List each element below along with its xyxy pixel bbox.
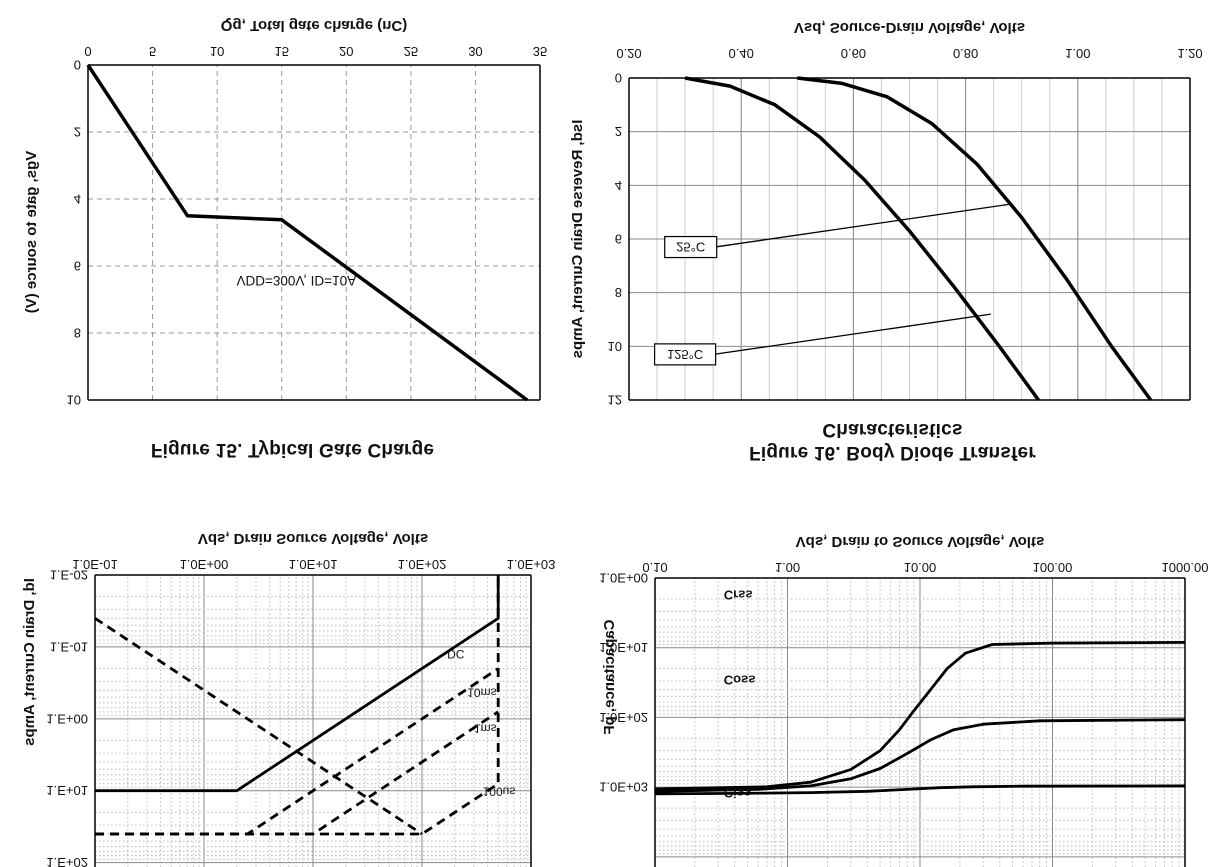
svg-text:0.10: 0.10 [642, 560, 667, 575]
svg-text:1.0E+01: 1.0E+01 [600, 640, 648, 655]
figure-16-caption-line-1: Figure 16. Body Diode Transfer [749, 442, 1036, 463]
svg-text:100.00: 100.00 [1033, 560, 1073, 575]
svg-text:4: 4 [615, 178, 622, 193]
soa-chart: 1.0E-01 1.0E+00 1.0E+01 1.0E+02 1.0E+03 1.E-0… [20, 517, 565, 867]
svg-text:1.E+02: 1.E+02 [46, 855, 88, 867]
diode-tick-labels: 0.20 0.40 0.60 0.80 1.00 1.20 0 2 4 6 8 10 12 [608, 46, 1203, 407]
gate-x-axis-title: Qg, Total gate charge (nC) [221, 17, 407, 34]
svg-text:1.0E+00: 1.0E+00 [600, 570, 648, 585]
svg-text:20: 20 [339, 44, 353, 59]
cap-x-axis-title: Vds, Drain to Source Voltage, Volts [796, 533, 1045, 550]
svg-text:1.E+01: 1.E+01 [46, 783, 88, 798]
cap-series-Ciss [654, 784, 1186, 796]
svg-text:4: 4 [74, 191, 81, 206]
gate-series-gate-charge-typ [86, 64, 529, 402]
svg-text:0.20: 0.20 [616, 46, 641, 61]
figure-16-caption-line-2: Characteristics [822, 419, 963, 440]
label-leader-line [714, 203, 1011, 248]
cap-tick-labels: 0.10 1.00 10.00 100.00 1000.00 1.0E+00 1.0E+01… [600, 560, 1209, 795]
gate-charge-chart: 0 5 10 15 20 25 30 35 0 2 4 6 8 10 Qg, Total gate char… [20, 0, 565, 472]
soa-series-rdson-limit [94, 617, 423, 836]
svg-text:35: 35 [533, 44, 547, 59]
body-diode-chart: 0.20 0.40 0.60 0.80 1.00 1.20 0 2 4 6 8 10 12 Vsd, So… [570, 0, 1215, 472]
svg-text:1.0E-01: 1.0E-01 [72, 557, 118, 572]
curve-label-box [664, 235, 718, 259]
soa-tick-labels: 1.0E-01 1.0E+00 1.0E+01 1.0E+02 1.0E+03 1.E-0… [46, 557, 555, 867]
chart-annotation: 10ms [467, 686, 496, 700]
svg-text:1.E-01: 1.E-01 [50, 639, 88, 654]
svg-text:15: 15 [274, 44, 288, 59]
svg-text:1.E-02: 1.E-02 [50, 567, 88, 582]
svg-text:1.0E+02: 1.0E+02 [398, 557, 447, 572]
svg-text:1000.00: 1000.00 [1162, 560, 1209, 575]
svg-text:1.0E+02: 1.0E+02 [600, 710, 648, 725]
svg-text:0.60: 0.60 [841, 46, 866, 61]
svg-text:8: 8 [615, 285, 622, 300]
gate-tick-labels: 0 5 10 15 20 25 30 35 0 2 4 6 8 10 [67, 44, 548, 407]
label-leader-line [713, 313, 991, 356]
svg-text:0: 0 [84, 44, 91, 59]
soa-x-axis-title: Vds, Drain Source Voltage, Volts [198, 530, 428, 547]
chart-annotation: VDD=300V, ID=10A [237, 273, 357, 288]
diode-series-25°C [797, 76, 1153, 402]
svg-text:2: 2 [74, 124, 81, 139]
svg-text:6: 6 [74, 258, 81, 273]
svg-text:30: 30 [468, 44, 482, 59]
cap-y-axis-title: Capacitance, pF [601, 619, 618, 734]
svg-text:1.0E+01: 1.0E+01 [289, 557, 338, 572]
gate-plot-svg: 0 5 10 15 20 25 30 35 0 2 4 6 8 10 Qg, Total gate char… [23, 17, 548, 407]
soa-grid [94, 574, 532, 867]
chart-annotation: 1ms [474, 722, 497, 736]
svg-text:25: 25 [404, 44, 418, 59]
svg-text:2: 2 [615, 124, 622, 139]
diode-series-125°C [684, 76, 1040, 402]
cap-grid [654, 577, 1186, 867]
cap-series-Crss [654, 641, 1186, 791]
svg-text:0.80: 0.80 [953, 46, 978, 61]
curve-label-box [653, 343, 717, 366]
chart-annotation: 100us [483, 784, 516, 798]
soa-y-axis-title: Id, Drain Current, Amps [21, 578, 38, 746]
svg-text:0.40: 0.40 [729, 46, 754, 61]
svg-text:1.0E+00: 1.0E+00 [180, 557, 229, 572]
svg-text:5: 5 [149, 44, 156, 59]
svg-text:1.0E+03: 1.0E+03 [507, 557, 556, 572]
svg-text:10: 10 [210, 44, 224, 59]
chart-annotation: Ciss [724, 786, 751, 801]
svg-text:1.E+00: 1.E+00 [46, 711, 88, 726]
svg-text:10.00: 10.00 [904, 560, 937, 575]
figure-16-caption: Figure 16. Body Diode Transfer Character… [570, 418, 1215, 464]
gate-y-axis-title: Vgs, gate to source (V) [23, 151, 40, 314]
svg-text:12: 12 [608, 392, 622, 407]
soa-plot-svg: 1.0E-01 1.0E+00 1.0E+01 1.0E+02 1.0E+03 1.E-0… [21, 530, 555, 867]
svg-text:8: 8 [74, 325, 81, 340]
curve-label: 25°C [676, 240, 705, 255]
svg-text:1.00: 1.00 [1065, 46, 1090, 61]
curve-label: 125°C [667, 347, 703, 362]
svg-text:1.20: 1.20 [1177, 46, 1202, 61]
chart-annotation: DC [447, 647, 465, 661]
svg-text:10: 10 [608, 339, 622, 354]
svg-text:1.0E+03: 1.0E+03 [600, 780, 648, 795]
chart-annotation: Crss [724, 587, 753, 602]
chart-annotation: Coss [724, 672, 756, 687]
figure-15-caption: Figure 15. Typical Gate Charge [150, 439, 435, 460]
cap-series-Coss [654, 718, 1186, 793]
gate-grid [87, 64, 541, 401]
diode-x-axis-title: Vsd, Source-Drain Voltage, Volts [794, 19, 1025, 36]
diode-y-axis-title: Isd, Reverse Drain Current, Amps [570, 120, 586, 359]
svg-text:0: 0 [615, 70, 622, 85]
svg-text:10: 10 [67, 392, 81, 407]
svg-text:0: 0 [74, 57, 81, 72]
svg-text:6: 6 [615, 231, 622, 246]
diode-plot-svg: 0.20 0.40 0.60 0.80 1.00 1.20 0 2 4 6 8 10 12 Vsd, So… [570, 19, 1203, 407]
cap-plot-svg: 0.10 1.00 10.00 100.00 1000.00 1.0E+00 1.0E+01… [600, 533, 1209, 867]
svg-text:1.00: 1.00 [775, 560, 800, 575]
capacitance-chart: 0.10 1.00 10.00 100.00 1000.00 1.0E+00 1.0E+01… [600, 517, 1215, 867]
